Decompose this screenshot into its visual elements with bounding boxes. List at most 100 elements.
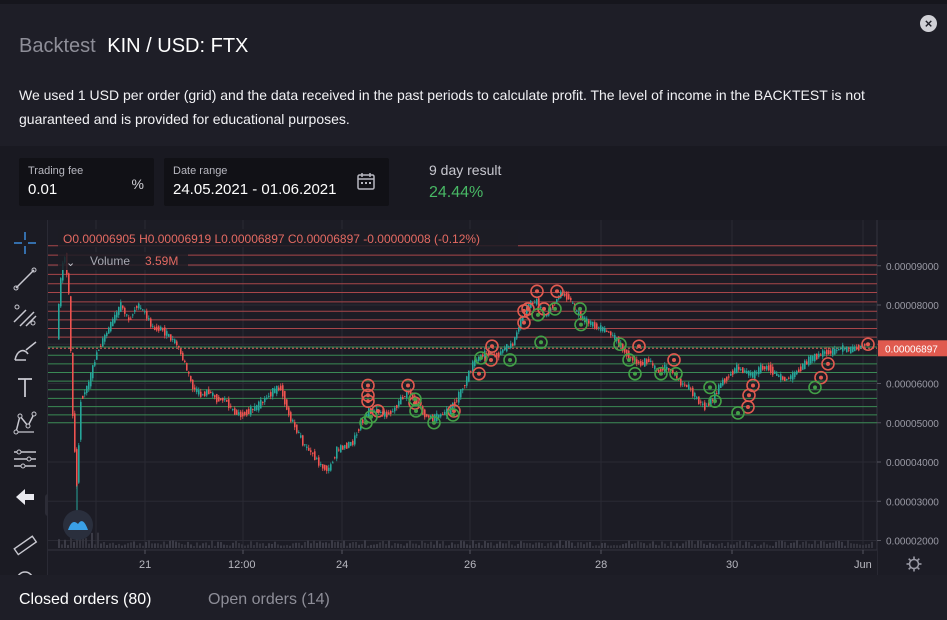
calendar-icon[interactable] (357, 172, 375, 190)
volume-bar (166, 544, 168, 548)
volume-bar (751, 545, 753, 548)
volume-bar (724, 545, 726, 548)
candle-body (404, 396, 406, 398)
tab-closed-orders[interactable]: Closed orders (80) (19, 591, 152, 608)
candle-body (638, 361, 640, 364)
buy-order-dot (659, 371, 663, 376)
volume-bar (394, 543, 396, 548)
candle-body (598, 326, 600, 328)
candle-body (90, 372, 92, 387)
volume-bar (502, 543, 504, 548)
volume-bar (643, 543, 645, 548)
close-icon[interactable]: × (920, 15, 937, 32)
volume-bar (256, 542, 258, 548)
crosshair-icon[interactable] (12, 230, 38, 256)
candle-body (830, 350, 832, 354)
candle-body (856, 347, 858, 350)
candle-body (766, 366, 768, 370)
candle-body (280, 385, 282, 391)
volume-bar (541, 543, 543, 548)
volume-bar (484, 541, 486, 548)
plot-area (48, 220, 877, 550)
volume-bar (796, 540, 798, 548)
volume-bar (331, 540, 333, 548)
sell-order-dot (672, 357, 676, 362)
candle-body (578, 312, 580, 316)
candle-body (406, 390, 408, 398)
volume-bar (361, 544, 363, 548)
ruler-icon[interactable] (12, 532, 38, 558)
chart-canvas[interactable]: 0.000090000.000080000.000070000.00006000… (48, 220, 947, 575)
ohlc-c-value: C0.00006897 (288, 232, 363, 246)
date-range-value[interactable]: 24.05.2021 - 01.06.2021 (173, 181, 337, 198)
candle-body (86, 385, 88, 394)
candle-body (850, 346, 852, 354)
candle-body (368, 408, 370, 417)
back-arrow-icon[interactable] (12, 484, 38, 510)
fib-icon[interactable] (12, 302, 38, 328)
volume-bar (364, 540, 366, 548)
trading-fee-field[interactable]: Trading fee 0.01 % (19, 158, 154, 206)
y-tick-label: 0.00005000 (886, 419, 939, 430)
volume-bar (184, 544, 186, 548)
candle-body (312, 452, 314, 454)
sell-order-dot (522, 320, 526, 325)
candle-body (784, 377, 786, 382)
volume-bar (103, 541, 105, 548)
magnet-icon[interactable] (12, 566, 38, 575)
trend-line-icon[interactable] (12, 266, 38, 292)
sell-order-dot (637, 344, 641, 349)
candle-body (780, 374, 782, 381)
candle-body (838, 348, 840, 351)
volume-bar (718, 543, 720, 548)
buy-order-ring (446, 408, 460, 422)
trading-fee-value[interactable]: 0.01 (28, 181, 58, 198)
volume-bar (592, 545, 594, 548)
volume-bar (427, 543, 429, 548)
volume-bar (538, 542, 540, 548)
buy-order-marker (574, 317, 588, 332)
buy-order-marker (446, 408, 460, 422)
sell-order-dot (406, 383, 410, 388)
text-icon[interactable] (12, 374, 38, 400)
candle-body (600, 325, 602, 331)
date-range-field[interactable]: Date range 24.05.2021 - 01.06.2021 (164, 158, 389, 206)
candle-body (700, 401, 702, 403)
candle-body (788, 377, 790, 379)
brush-icon[interactable] (12, 338, 38, 364)
tab-open-orders[interactable]: Open orders (14) (208, 591, 330, 608)
volume-bar (601, 543, 603, 548)
volume-bar (460, 540, 462, 548)
candle-body (526, 306, 528, 316)
volume-bar (208, 545, 210, 548)
volume-bar (325, 542, 327, 548)
candle-body (514, 337, 516, 346)
candle-body (168, 334, 170, 337)
volume-bar (685, 541, 687, 548)
measure-icon[interactable] (12, 446, 38, 472)
candle-body (286, 399, 288, 410)
candle-body (108, 327, 110, 334)
pattern-icon[interactable] (12, 410, 38, 436)
volume-bar (511, 544, 513, 548)
volume-bar (67, 544, 69, 548)
volume-bar (412, 543, 414, 548)
sell-order-dot (376, 408, 380, 413)
volume-bar (745, 541, 747, 548)
volume-bar (784, 541, 786, 548)
volume-bar (520, 541, 522, 548)
volume-bar (466, 544, 468, 548)
volume-bar (802, 541, 804, 548)
candle-body (258, 401, 260, 411)
settings-icon[interactable] (906, 556, 922, 572)
candle-body (540, 306, 542, 308)
candle-body (408, 392, 410, 394)
candle-body (184, 360, 186, 363)
candle-body (654, 365, 656, 370)
volume-bar (340, 542, 342, 548)
candle-body (194, 387, 196, 390)
price-chart[interactable]: 0.000090000.000080000.000070000.00006000… (48, 220, 947, 575)
candle-body (114, 314, 116, 323)
sell-order-dot (746, 405, 750, 410)
candle-body (124, 307, 126, 314)
